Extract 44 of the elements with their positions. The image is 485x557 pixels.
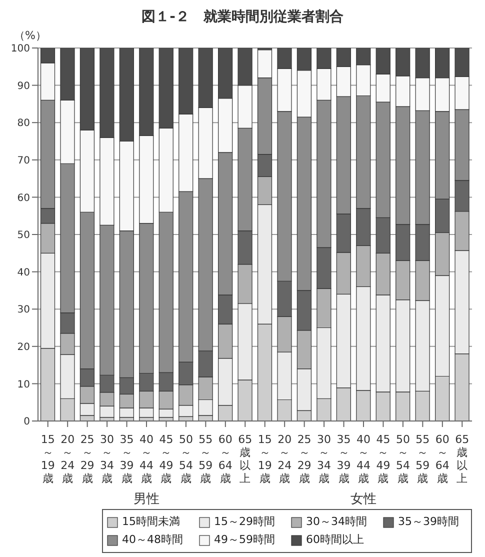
- legend-label: 15～29時間: [214, 514, 275, 530]
- x-tick-label: 20～24歳: [60, 433, 75, 485]
- x-tick-label: 35～39歳: [120, 433, 134, 485]
- legend-label: 30～34時間: [306, 514, 367, 530]
- legend-label: 15時間未満: [122, 514, 180, 530]
- x-tick-label: 25～29歳: [80, 433, 94, 485]
- x-tick-label: 15～19歳: [40, 433, 55, 485]
- x-tick-label: 25～29歳: [297, 433, 312, 485]
- legend-label: 49～59時間: [214, 532, 275, 548]
- y-tick-label: 70: [17, 155, 30, 166]
- y-tick-label: 10: [17, 379, 30, 390]
- y-tick-label: 80: [17, 118, 30, 130]
- x-tick-label: 30～34歳: [100, 433, 114, 485]
- y-tick-label: 60: [17, 192, 30, 204]
- x-tick-label: 45～49歳: [159, 433, 174, 485]
- legend-label: 60時間以上: [306, 532, 364, 548]
- x-tick-label: 50～54歳: [396, 433, 410, 485]
- x-tick-label: 65歳以上: [238, 433, 252, 485]
- x-tick-label: 65歳以上: [455, 433, 470, 485]
- x-tick-label: 35～39歳: [336, 433, 351, 485]
- y-tick-label: 40: [17, 267, 30, 278]
- legend-label: 40～48時間: [122, 532, 183, 548]
- y-tick-label: 90: [17, 80, 30, 92]
- x-tick-label: 60～64歳: [435, 433, 450, 485]
- x-tick-label: 40～44歳: [140, 433, 154, 485]
- chart-title: 図１-２ 就業時間別従業者割合: [140, 8, 344, 27]
- x-tick-label: 20～24歳: [278, 433, 292, 485]
- x-tick-label: 50～54歳: [178, 433, 193, 485]
- x-tick-label: 40～44歳: [356, 433, 370, 485]
- y-tick-label: 50: [17, 230, 30, 242]
- x-tick-label: 30～34歳: [317, 433, 332, 485]
- x-tick-label: 45～49歳: [376, 433, 390, 485]
- y-tick-label: 20: [17, 342, 30, 353]
- y-tick-label: 30: [17, 304, 30, 316]
- text: 女性: [350, 492, 376, 507]
- x-tick-label: 55～59歳: [198, 433, 213, 485]
- legend-label: 35～39時間: [398, 514, 459, 530]
- y-axis-title: （%）: [13, 28, 48, 42]
- text: 男性: [134, 492, 160, 507]
- x-tick-label: 60～64歳: [218, 433, 232, 485]
- x-tick-label: 15～19歳: [258, 433, 272, 485]
- y-tick-label: 100: [10, 44, 30, 55]
- x-tick-label: 55～59歳: [416, 433, 430, 485]
- y-tick-label: 0: [24, 416, 30, 428]
